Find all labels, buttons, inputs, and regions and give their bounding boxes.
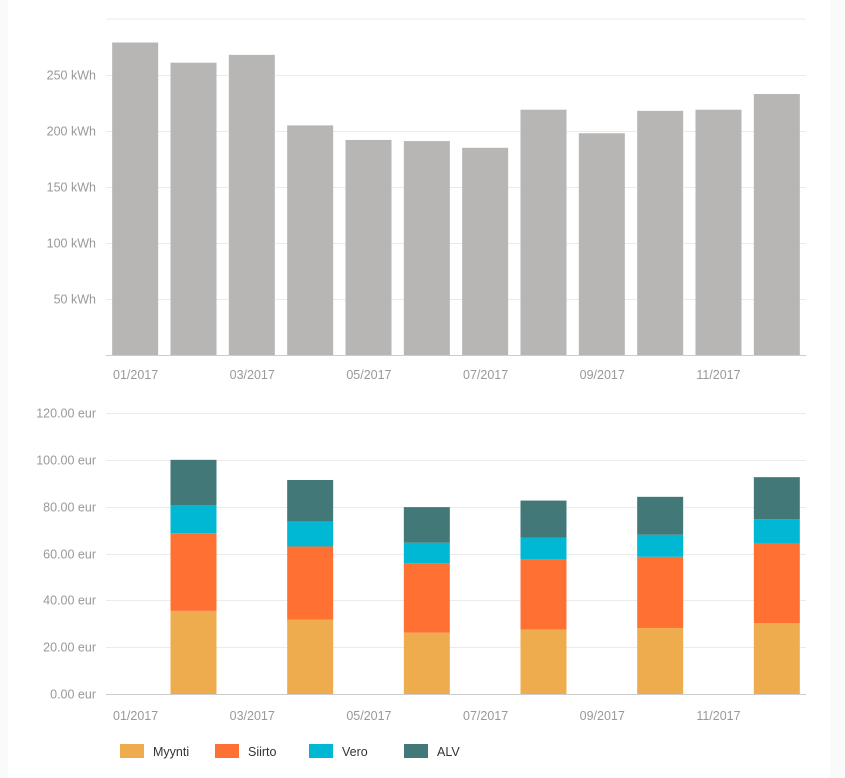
bar-segment-vero (637, 534, 684, 557)
legend-label: Myynti (153, 745, 189, 759)
y-tick-label: 60.00 eur (43, 548, 96, 562)
bar (695, 109, 742, 355)
bar (637, 110, 684, 355)
bar-segment-siirto (637, 556, 684, 628)
bar-segment-myynti (170, 610, 217, 694)
bar-segment-siirto (753, 542, 800, 624)
legend-label: ALV (437, 745, 460, 759)
y-tick-label: 20.00 eur (43, 641, 96, 655)
bar-segment-siirto (287, 546, 334, 620)
bar-segment-myynti (520, 629, 567, 694)
bar-segment-vero (170, 505, 217, 534)
bar-segment-alv (637, 496, 684, 535)
bar-segment-myynti (403, 632, 450, 694)
y-tick-label: 100.00 eur (36, 454, 96, 468)
energy-consumption-chart: 50 kWh 100 kWh 150 kWh 200 kWh 250 kWh 01/201… (47, 18, 806, 382)
x-tick-label: 01/2017 (113, 368, 158, 382)
y-tick-label: 0.00 eur (50, 688, 96, 702)
y-tick-label: 100 kWh (47, 237, 96, 251)
y-tick-label: 150 kWh (47, 181, 96, 195)
legend-label: Vero (342, 745, 368, 759)
x-tick-label: 11/2017 (696, 368, 740, 382)
bar-segment-vero (753, 519, 800, 543)
bar (578, 133, 625, 355)
x-tick-label: 03/2017 (230, 709, 275, 723)
bar (228, 54, 275, 356)
x-tick-label: 11/2017 (696, 709, 740, 723)
x-tick-label: 07/2017 (463, 368, 508, 382)
bar-segment-myynti (287, 619, 334, 694)
x-tick-label: 05/2017 (346, 368, 391, 382)
legend-swatch (404, 744, 428, 758)
bar-segment-alv (403, 507, 450, 543)
bar-segment-alv (753, 477, 800, 520)
cost-chart-legend: Myynti Siirto Vero ALV (120, 744, 460, 759)
bar (287, 125, 334, 356)
bar (112, 42, 159, 356)
x-tick-label: 09/2017 (580, 368, 625, 382)
cost-breakdown-chart: 0.00 eur 20.00 eur 40.00 eur 60.00 eur 80.00… (36, 407, 806, 723)
legend-swatch (309, 744, 333, 758)
x-tick-label: 03/2017 (230, 368, 275, 382)
bar (403, 141, 450, 355)
bar-segment-myynti (637, 627, 684, 694)
bar (345, 139, 392, 355)
legend-label: Siirto (248, 745, 277, 759)
y-tick-label: 250 kWh (47, 69, 96, 83)
bar-segment-alv (170, 459, 217, 506)
bar-segment-myynti (753, 623, 800, 694)
y-tick-label: 40.00 eur (43, 594, 96, 608)
bar (170, 62, 217, 356)
y-tick-label: 120.00 eur (36, 407, 96, 421)
bar-segment-vero (403, 542, 450, 564)
x-tick-label: 05/2017 (346, 709, 391, 723)
bar-segment-siirto (403, 563, 450, 633)
bar (462, 147, 509, 355)
y-tick-label: 200 kWh (47, 125, 96, 139)
x-tick-label: 07/2017 (463, 709, 508, 723)
bar-segment-siirto (520, 559, 567, 630)
x-tick-label: 09/2017 (580, 709, 625, 723)
bar-segment-alv (520, 500, 567, 538)
legend-swatch (215, 744, 239, 758)
bar-segment-vero (520, 537, 567, 560)
x-tick-label: 01/2017 (113, 709, 158, 723)
y-tick-label: 50 kWh (54, 293, 96, 307)
bar-segment-alv (287, 479, 334, 522)
bar-segment-siirto (170, 533, 217, 611)
bar-segment-vero (287, 521, 334, 547)
bar (753, 94, 800, 355)
bar (520, 109, 567, 355)
y-tick-label: 80.00 eur (43, 501, 96, 515)
legend-swatch (120, 744, 144, 758)
